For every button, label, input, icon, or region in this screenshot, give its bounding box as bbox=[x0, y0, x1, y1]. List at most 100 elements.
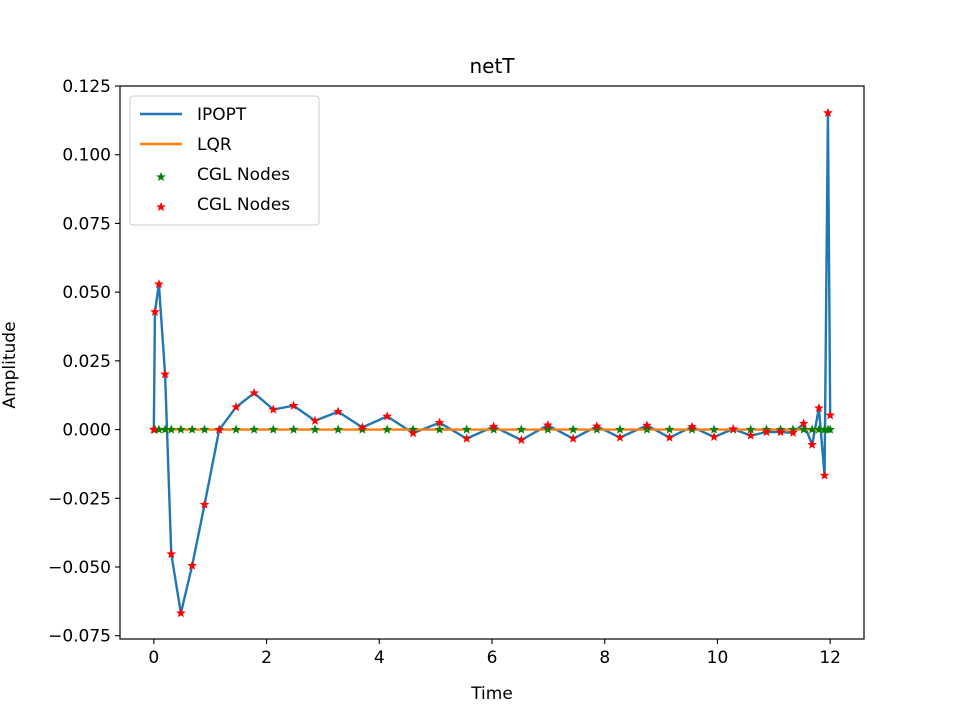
x-tick-label: 8 bbox=[599, 648, 610, 668]
legend-star-swatch bbox=[156, 201, 166, 212]
data-point bbox=[149, 424, 159, 434]
data-point bbox=[166, 549, 177, 559]
data-point bbox=[434, 417, 445, 427]
data-point bbox=[461, 424, 472, 434]
data-point bbox=[761, 427, 772, 437]
data-point bbox=[357, 422, 368, 432]
data-point bbox=[231, 401, 241, 412]
x-tick-label: 4 bbox=[374, 648, 385, 668]
data-point bbox=[382, 411, 392, 421]
data-point bbox=[333, 424, 343, 434]
data-point bbox=[310, 424, 320, 434]
data-point bbox=[788, 427, 798, 437]
y-tick-label: 0.100 bbox=[62, 146, 111, 166]
data-point bbox=[664, 424, 675, 434]
data-point bbox=[249, 387, 259, 398]
data-point bbox=[160, 369, 170, 379]
legend-item: IPOPT bbox=[140, 105, 247, 125]
x-tick-label: 6 bbox=[487, 648, 498, 668]
data-point bbox=[310, 415, 320, 425]
data-point bbox=[176, 608, 186, 618]
data-point bbox=[823, 107, 833, 118]
data-point bbox=[642, 424, 652, 434]
data-point bbox=[615, 432, 625, 442]
data-point bbox=[687, 421, 697, 431]
data-point bbox=[798, 424, 809, 434]
chart-title: netT bbox=[469, 54, 515, 78]
data-point bbox=[825, 424, 835, 434]
data-point bbox=[461, 433, 472, 443]
data-point bbox=[592, 421, 602, 431]
y-tick-label: −0.050 bbox=[48, 558, 111, 578]
data-point bbox=[798, 418, 809, 428]
legend-item: CGL Nodes bbox=[156, 165, 290, 185]
y-tick-label: 0.125 bbox=[62, 77, 111, 97]
y-tick-label: 0.000 bbox=[62, 421, 111, 441]
x-tick-label: 2 bbox=[261, 648, 272, 668]
data-point bbox=[382, 424, 392, 434]
data-point bbox=[642, 420, 652, 430]
data-point bbox=[154, 279, 164, 289]
data-point bbox=[214, 424, 224, 434]
data-point bbox=[176, 424, 186, 434]
y-tick-label: −0.025 bbox=[48, 489, 111, 509]
y-tick-label: 0.075 bbox=[62, 214, 111, 234]
data-point bbox=[825, 410, 835, 420]
legend-star-swatch bbox=[156, 171, 166, 182]
y-tick-label: 0.050 bbox=[62, 283, 111, 303]
x-axis-label: Time bbox=[470, 684, 513, 704]
data-point bbox=[687, 424, 697, 434]
data-point bbox=[664, 432, 675, 442]
data-point bbox=[434, 424, 445, 434]
legend-label: IPOPT bbox=[197, 105, 247, 125]
data-point bbox=[516, 424, 527, 434]
data-point bbox=[728, 423, 739, 434]
legend-label: CGL Nodes bbox=[197, 195, 290, 215]
data-point bbox=[516, 434, 527, 445]
data-point bbox=[488, 424, 499, 434]
legend: IPOPT LQR CGL Nodes CGL Nodes bbox=[129, 95, 320, 226]
legend-box bbox=[129, 95, 320, 226]
data-point bbox=[249, 424, 259, 434]
data-point bbox=[288, 424, 299, 434]
x-tick-label: 10 bbox=[707, 648, 729, 668]
data-point bbox=[615, 424, 625, 434]
data-point bbox=[819, 470, 830, 480]
data-point bbox=[187, 560, 197, 570]
legend-item: LQR bbox=[140, 135, 232, 155]
data-point bbox=[568, 433, 578, 443]
data-point bbox=[166, 424, 177, 434]
legend-label: CGL Nodes bbox=[197, 165, 290, 185]
data-point bbox=[709, 431, 719, 442]
data-point bbox=[199, 499, 210, 509]
y-axis-label: Amplitude bbox=[0, 321, 20, 408]
data-point bbox=[150, 306, 160, 317]
data-point bbox=[199, 424, 210, 434]
data-point bbox=[543, 424, 553, 434]
x-tick-label: 12 bbox=[819, 648, 841, 668]
data-point bbox=[592, 424, 602, 434]
y-axis: −0.075 −0.050 −0.025 0.000 0.025 0.050 0.075 0.… bbox=[48, 77, 120, 647]
data-point bbox=[775, 427, 786, 437]
series-3 bbox=[149, 107, 835, 618]
x-tick-label: 0 bbox=[148, 648, 159, 668]
data-point bbox=[568, 424, 578, 434]
data-point bbox=[543, 420, 553, 430]
data-point bbox=[187, 424, 197, 434]
y-tick-label: −0.075 bbox=[48, 627, 111, 647]
data-point bbox=[488, 421, 499, 431]
data-point bbox=[709, 424, 719, 434]
x-axis: 0 2 4 6 8 10 12 bbox=[148, 639, 841, 668]
data-point bbox=[333, 406, 343, 416]
data-point bbox=[288, 400, 299, 410]
plot-area bbox=[119, 85, 865, 640]
data-point bbox=[268, 404, 279, 414]
data-point bbox=[268, 424, 279, 434]
data-point bbox=[231, 424, 241, 434]
legend-item: CGL Nodes bbox=[156, 195, 290, 215]
data-point bbox=[408, 428, 418, 438]
y-tick-label: 0.025 bbox=[62, 352, 111, 372]
legend-label: LQR bbox=[197, 135, 232, 155]
data-point bbox=[807, 439, 817, 449]
data-point bbox=[745, 430, 756, 440]
